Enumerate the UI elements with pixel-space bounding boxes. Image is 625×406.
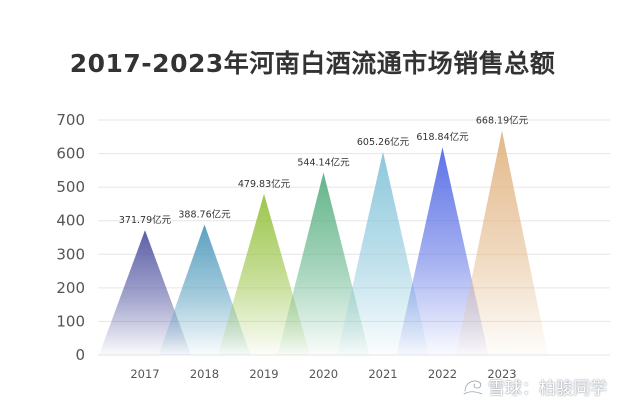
peak-2017 bbox=[99, 230, 191, 355]
y-tick-label: 700 bbox=[56, 111, 85, 129]
x-tick-label: 2022 bbox=[428, 367, 457, 381]
y-axis-ticks: 0 100 200 300 400 500 600 700 bbox=[56, 111, 85, 364]
watermark: 雪球：柏骏同学 bbox=[462, 374, 607, 399]
peak-2019 bbox=[218, 193, 310, 355]
data-labels: 371.79亿元 388.76亿元 479.83亿元 544.14亿元 605.26亿元… bbox=[119, 115, 529, 227]
peak-2020 bbox=[277, 172, 370, 355]
data-label: 388.76亿元 bbox=[178, 208, 231, 220]
y-tick-label: 400 bbox=[56, 212, 85, 230]
x-tick-label: 2019 bbox=[249, 367, 278, 381]
y-tick-label: 200 bbox=[56, 279, 85, 297]
peak-2021 bbox=[337, 151, 429, 355]
data-label: 668.19亿元 bbox=[476, 115, 529, 127]
snowball-logo-icon bbox=[462, 379, 484, 395]
y-tick-label: 0 bbox=[75, 346, 85, 364]
data-label: 544.14亿元 bbox=[297, 156, 350, 168]
x-tick-label: 2017 bbox=[130, 367, 159, 381]
y-tick-label: 600 bbox=[56, 145, 85, 163]
y-tick-label: 300 bbox=[56, 245, 85, 263]
chart-title: 2017-2023年河南白酒流通市场销售总额 bbox=[69, 49, 556, 78]
x-tick-label: 2020 bbox=[309, 367, 338, 381]
data-label: 618.84亿元 bbox=[416, 131, 469, 143]
x-tick-label: 2021 bbox=[368, 367, 397, 381]
peak-series bbox=[99, 130, 548, 355]
x-axis-ticks: 2017 2018 2019 2020 2021 2022 2023 bbox=[130, 367, 516, 381]
data-label: 371.79亿元 bbox=[119, 214, 172, 226]
x-tick-label: 2018 bbox=[190, 367, 219, 381]
x-tick-label: 2023 bbox=[487, 367, 516, 381]
data-label: 479.83亿元 bbox=[238, 178, 291, 190]
y-tick-label: 500 bbox=[56, 178, 85, 196]
y-tick-label: 100 bbox=[56, 312, 85, 330]
data-label: 605.26亿元 bbox=[357, 136, 410, 148]
peak-2022 bbox=[396, 147, 489, 355]
watermark-text: 雪球：柏骏同学 bbox=[488, 379, 607, 399]
peak-2023 bbox=[456, 130, 548, 355]
